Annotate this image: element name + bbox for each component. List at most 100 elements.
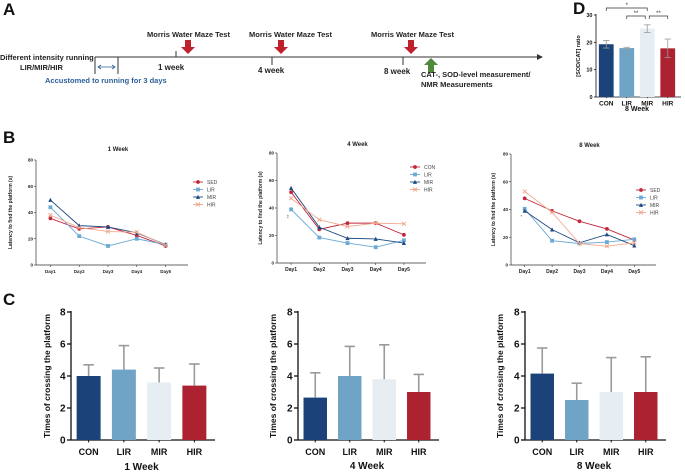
data-point-con (345, 221, 350, 226)
x-tick-label: Day1 (285, 267, 297, 273)
x-tick-label: Day5 (398, 267, 410, 273)
y-tick-label: 40 (28, 210, 34, 215)
x-tick-label: MIR (376, 447, 393, 457)
legend-label-hir: HIR (207, 202, 216, 208)
week-4-label: 4 week (258, 66, 285, 75)
chart-title: 1 Week (108, 147, 129, 153)
chart-c-8-week: 0 2 4 6 8 CON LIR MIR HIR 8 Week Times of crossing… (495, 308, 666, 472)
data-point-lir (373, 245, 378, 250)
series-line-sed (524, 197, 635, 241)
data-point-hir-stroke (373, 220, 378, 226)
y-tick-label: 8 (514, 308, 520, 319)
y-tick-label: 80 (28, 158, 34, 163)
data-point-hir (48, 212, 53, 218)
panel-label-d: D (573, 0, 586, 18)
y-tick-label: 20 (269, 233, 275, 238)
data-point-mir (522, 208, 527, 213)
x-tick-label: HIR (411, 447, 427, 457)
y-tick-label: 0 (287, 436, 293, 447)
data-point-sed (48, 216, 53, 221)
measure-label-2: NMR Measurements (421, 80, 493, 89)
timeline-left-label-1: Different intensity running (0, 53, 94, 62)
y-tick-label: 6 (514, 340, 520, 351)
chart-b-4-week: 0 20 40 60 80 Day1 Day2 Day3 Day4 Day5 4 Week Laten… (258, 142, 436, 273)
y-tick-label: 20 (503, 235, 509, 240)
panel-label-b: B (3, 128, 16, 147)
significance-label: ** (656, 11, 661, 17)
series-line-con (290, 191, 405, 236)
data-point-hir-stroke (549, 210, 555, 215)
x-tick-label: Day5 (160, 269, 171, 274)
mwm-test-label-3: Morris Water Maze Test (371, 30, 454, 39)
data-point-mir (401, 240, 406, 245)
bar-mir (639, 28, 655, 98)
data-point-hir (632, 240, 637, 246)
data-point-hir-stroke (134, 229, 140, 235)
x-tick-label: Day3 (103, 269, 114, 274)
x-tick-label: Day4 (370, 267, 382, 273)
x-tick-label: CON (79, 447, 99, 457)
data-point-mir (105, 224, 111, 229)
chart-title: 4 Week (347, 142, 368, 148)
legend-marker-sed (196, 180, 200, 184)
y-tick-label: 2 (60, 404, 66, 415)
x-tick-label: CON (599, 101, 614, 108)
data-point-lir (345, 241, 350, 245)
legend-label-mir: MIR (424, 180, 434, 186)
mwm-test-label-2: Morris Water Maze Test (249, 30, 332, 39)
data-point-sed (522, 196, 527, 201)
x-tick-label: Day3 (574, 269, 586, 275)
significance-annotation: ** (286, 214, 291, 218)
data-point-sed (577, 219, 582, 224)
data-point-con (289, 190, 293, 195)
bar-lir (111, 369, 136, 440)
legend-marker-hir-stroke (195, 202, 201, 207)
y-tick-label: 4 (287, 372, 293, 383)
x-tick-label: HIR (662, 101, 674, 108)
bar-mir (147, 382, 172, 440)
bar-hir (182, 385, 207, 440)
data-point-hir (522, 189, 527, 194)
x-axis-label: 8 Week (577, 461, 612, 472)
data-point-hir-stroke (522, 189, 527, 194)
y-tick-label: 20 (28, 236, 34, 241)
legend-marker-mir (412, 179, 418, 184)
chart-c-4-week: 0 2 4 6 8 CON LIR MIR HIR 4 Week Times of crossing… (268, 308, 439, 472)
legend-label-mir: MIR (207, 195, 217, 201)
data-point-hir (401, 221, 407, 227)
green-up-arrow-icon (424, 58, 438, 73)
data-point-mir (550, 227, 555, 232)
legend-marker-lir (413, 172, 417, 177)
chart-title: 8 Week (579, 143, 600, 149)
bar-lir (338, 376, 362, 440)
y-tick-label: 0 (505, 263, 508, 268)
y-axis-label: Times of crossing the platform (495, 314, 505, 439)
data-point-hir-stroke (401, 221, 407, 227)
data-point-sed (605, 227, 609, 231)
mwm-test-label-1: Morris Water Maze Test (147, 30, 230, 39)
measure-label-1: CAT-, SOD-level measurement/ (421, 70, 531, 79)
y-axis-label: Latency to find the platform (s) (258, 171, 264, 245)
x-tick-label: Day1 (45, 269, 56, 274)
data-point-lir (134, 236, 139, 241)
data-point-lir (632, 237, 637, 242)
chart-c-1-week: 0 2 4 6 8 CON LIR MIR HIR 1 Week Times of crossing… (42, 308, 215, 472)
data-point-hir (345, 224, 350, 229)
accustom-label: Accustomed to running for 3 days (45, 76, 167, 85)
y-tick-label: 30 (586, 13, 592, 19)
y-axis-label: Latency to find the platform (s) (491, 173, 497, 247)
x-tick-label: LIR (622, 101, 633, 108)
legend-marker-hir-stroke (638, 210, 644, 215)
x-tick-label: Day1 (519, 269, 531, 275)
series-line-hir (524, 191, 635, 247)
x-tick-label: Day2 (74, 269, 85, 274)
y-tick-label: 80 (503, 152, 509, 157)
significance-bracket (626, 15, 646, 19)
data-point-mir (317, 224, 322, 230)
legend-label-sed: SED (650, 188, 661, 194)
data-point-lir (77, 234, 82, 239)
legend-label-lir: LIR (207, 187, 215, 193)
bar-lir (565, 400, 589, 440)
data-point-hir-stroke (345, 224, 350, 229)
data-point-hir (373, 220, 378, 226)
